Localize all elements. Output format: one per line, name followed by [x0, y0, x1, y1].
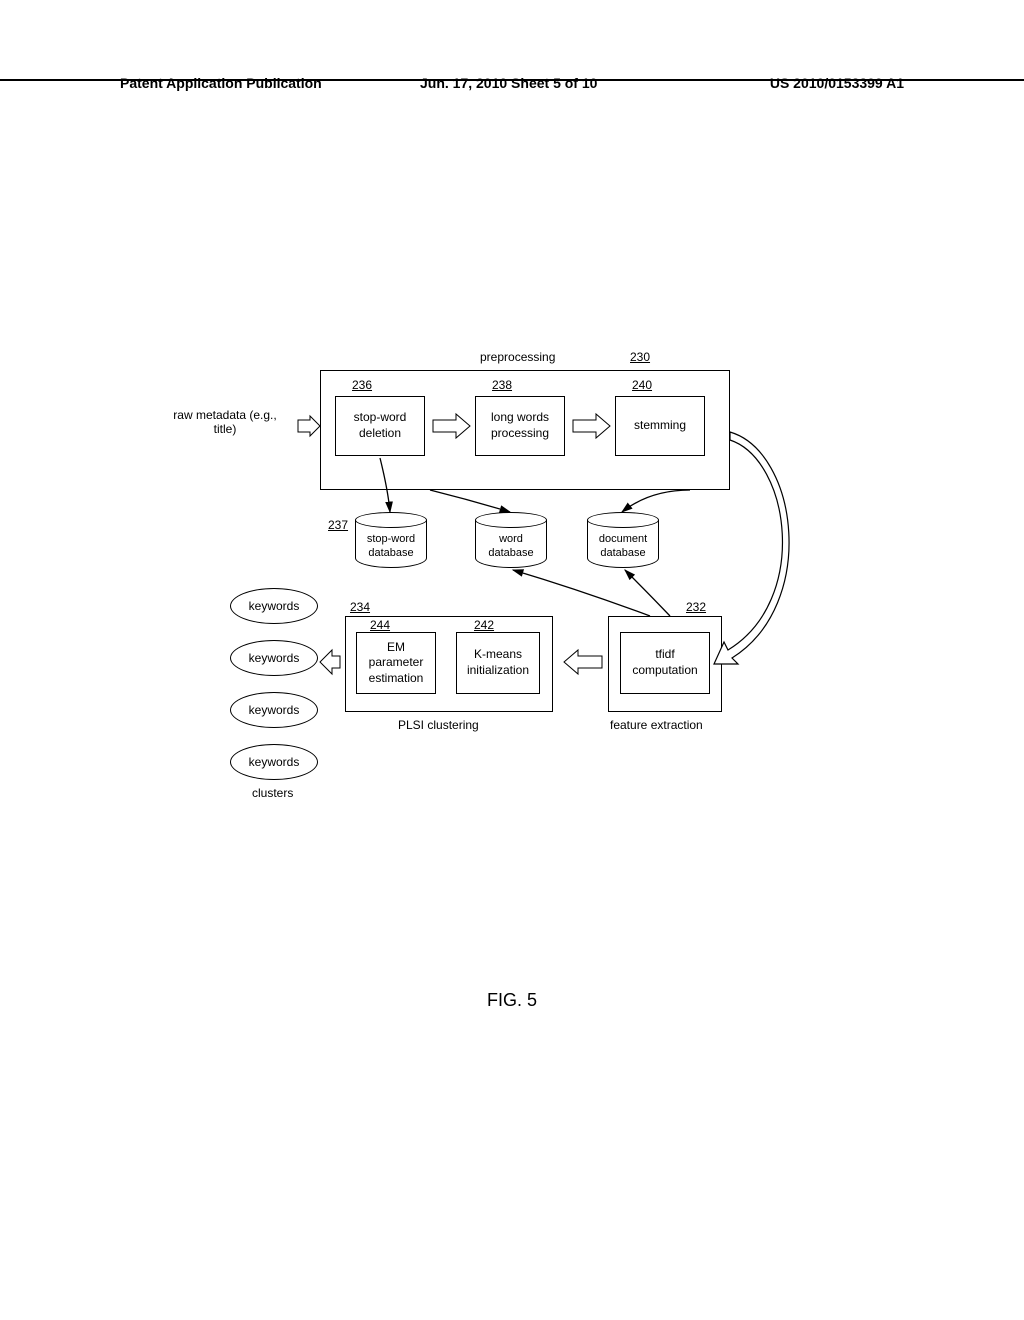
- ref-236: 236: [352, 378, 372, 392]
- box-tfidf: tfidf computation: [620, 632, 710, 694]
- ref-240: 240: [632, 378, 652, 392]
- db2-line1: database: [600, 547, 645, 561]
- ref-232: 232: [686, 600, 706, 614]
- box-longwords-processing: long words processing: [475, 396, 565, 456]
- page-header: Patent Application Publication Jun. 17, …: [0, 75, 1024, 81]
- raw-metadata-line1: title): [214, 422, 237, 436]
- box-236-line0: stop-word: [354, 410, 407, 426]
- db-word: word database: [475, 520, 547, 568]
- box-244-line2: estimation: [369, 671, 424, 687]
- cluster-1: keywords: [230, 640, 318, 676]
- box-244-line1: parameter: [369, 655, 424, 671]
- header-left: Patent Application Publication: [120, 75, 322, 91]
- box-238-line0: long words: [491, 410, 549, 426]
- cluster-2: keywords: [230, 692, 318, 728]
- ref-242: 242: [474, 618, 494, 632]
- db0-line1: database: [368, 547, 413, 561]
- cluster-3-text: keywords: [249, 755, 300, 769]
- cluster-2-text: keywords: [249, 703, 300, 717]
- box-240-line0: stemming: [634, 418, 686, 434]
- ref-244: 244: [370, 618, 390, 632]
- box-236-line1: deletion: [359, 426, 401, 442]
- db2-line0: document: [599, 533, 647, 547]
- cluster-1-text: keywords: [249, 651, 300, 665]
- flow-diagram: raw metadata (e.g., title) preprocessing…: [130, 340, 890, 900]
- box-stemming: stemming: [615, 396, 705, 456]
- ref-238: 238: [492, 378, 512, 392]
- ref-237: 237: [328, 518, 348, 532]
- box-kmeans-init: K-means initialization: [456, 632, 540, 694]
- db1-line1: database: [488, 547, 533, 561]
- db-document: document database: [587, 520, 659, 568]
- plsi-title: PLSI clustering: [398, 718, 479, 732]
- clusters-label: clusters: [252, 786, 293, 800]
- box-tfidf-line1: computation: [632, 663, 697, 679]
- box-tfidf-line0: tfidf: [655, 647, 674, 663]
- cluster-0-text: keywords: [249, 599, 300, 613]
- db1-line0: word: [499, 533, 523, 547]
- figure-label: FIG. 5: [0, 990, 1024, 1011]
- db-stopword: stop-word database: [355, 520, 427, 568]
- header-center: Jun. 17, 2010 Sheet 5 of 10: [420, 75, 597, 91]
- box-em-estimation: EM parameter estimation: [356, 632, 436, 694]
- raw-metadata-label: raw metadata (e.g., title): [160, 408, 290, 436]
- cluster-0: keywords: [230, 588, 318, 624]
- header-right: US 2010/0153399 A1: [770, 75, 904, 91]
- preprocessing-ref: 230: [630, 350, 650, 364]
- box-238-line1: processing: [491, 426, 549, 442]
- preprocessing-title: preprocessing: [480, 350, 555, 364]
- box-stopword-deletion: stop-word deletion: [335, 396, 425, 456]
- box-244-line0: EM: [387, 640, 405, 656]
- feature-title: feature extraction: [610, 718, 703, 732]
- cluster-3: keywords: [230, 744, 318, 780]
- raw-metadata-line0: raw metadata (e.g.,: [173, 408, 276, 422]
- ref-234: 234: [350, 600, 370, 614]
- box-242-line1: initialization: [467, 663, 529, 679]
- db0-line0: stop-word: [367, 533, 415, 547]
- box-242-line0: K-means: [474, 647, 522, 663]
